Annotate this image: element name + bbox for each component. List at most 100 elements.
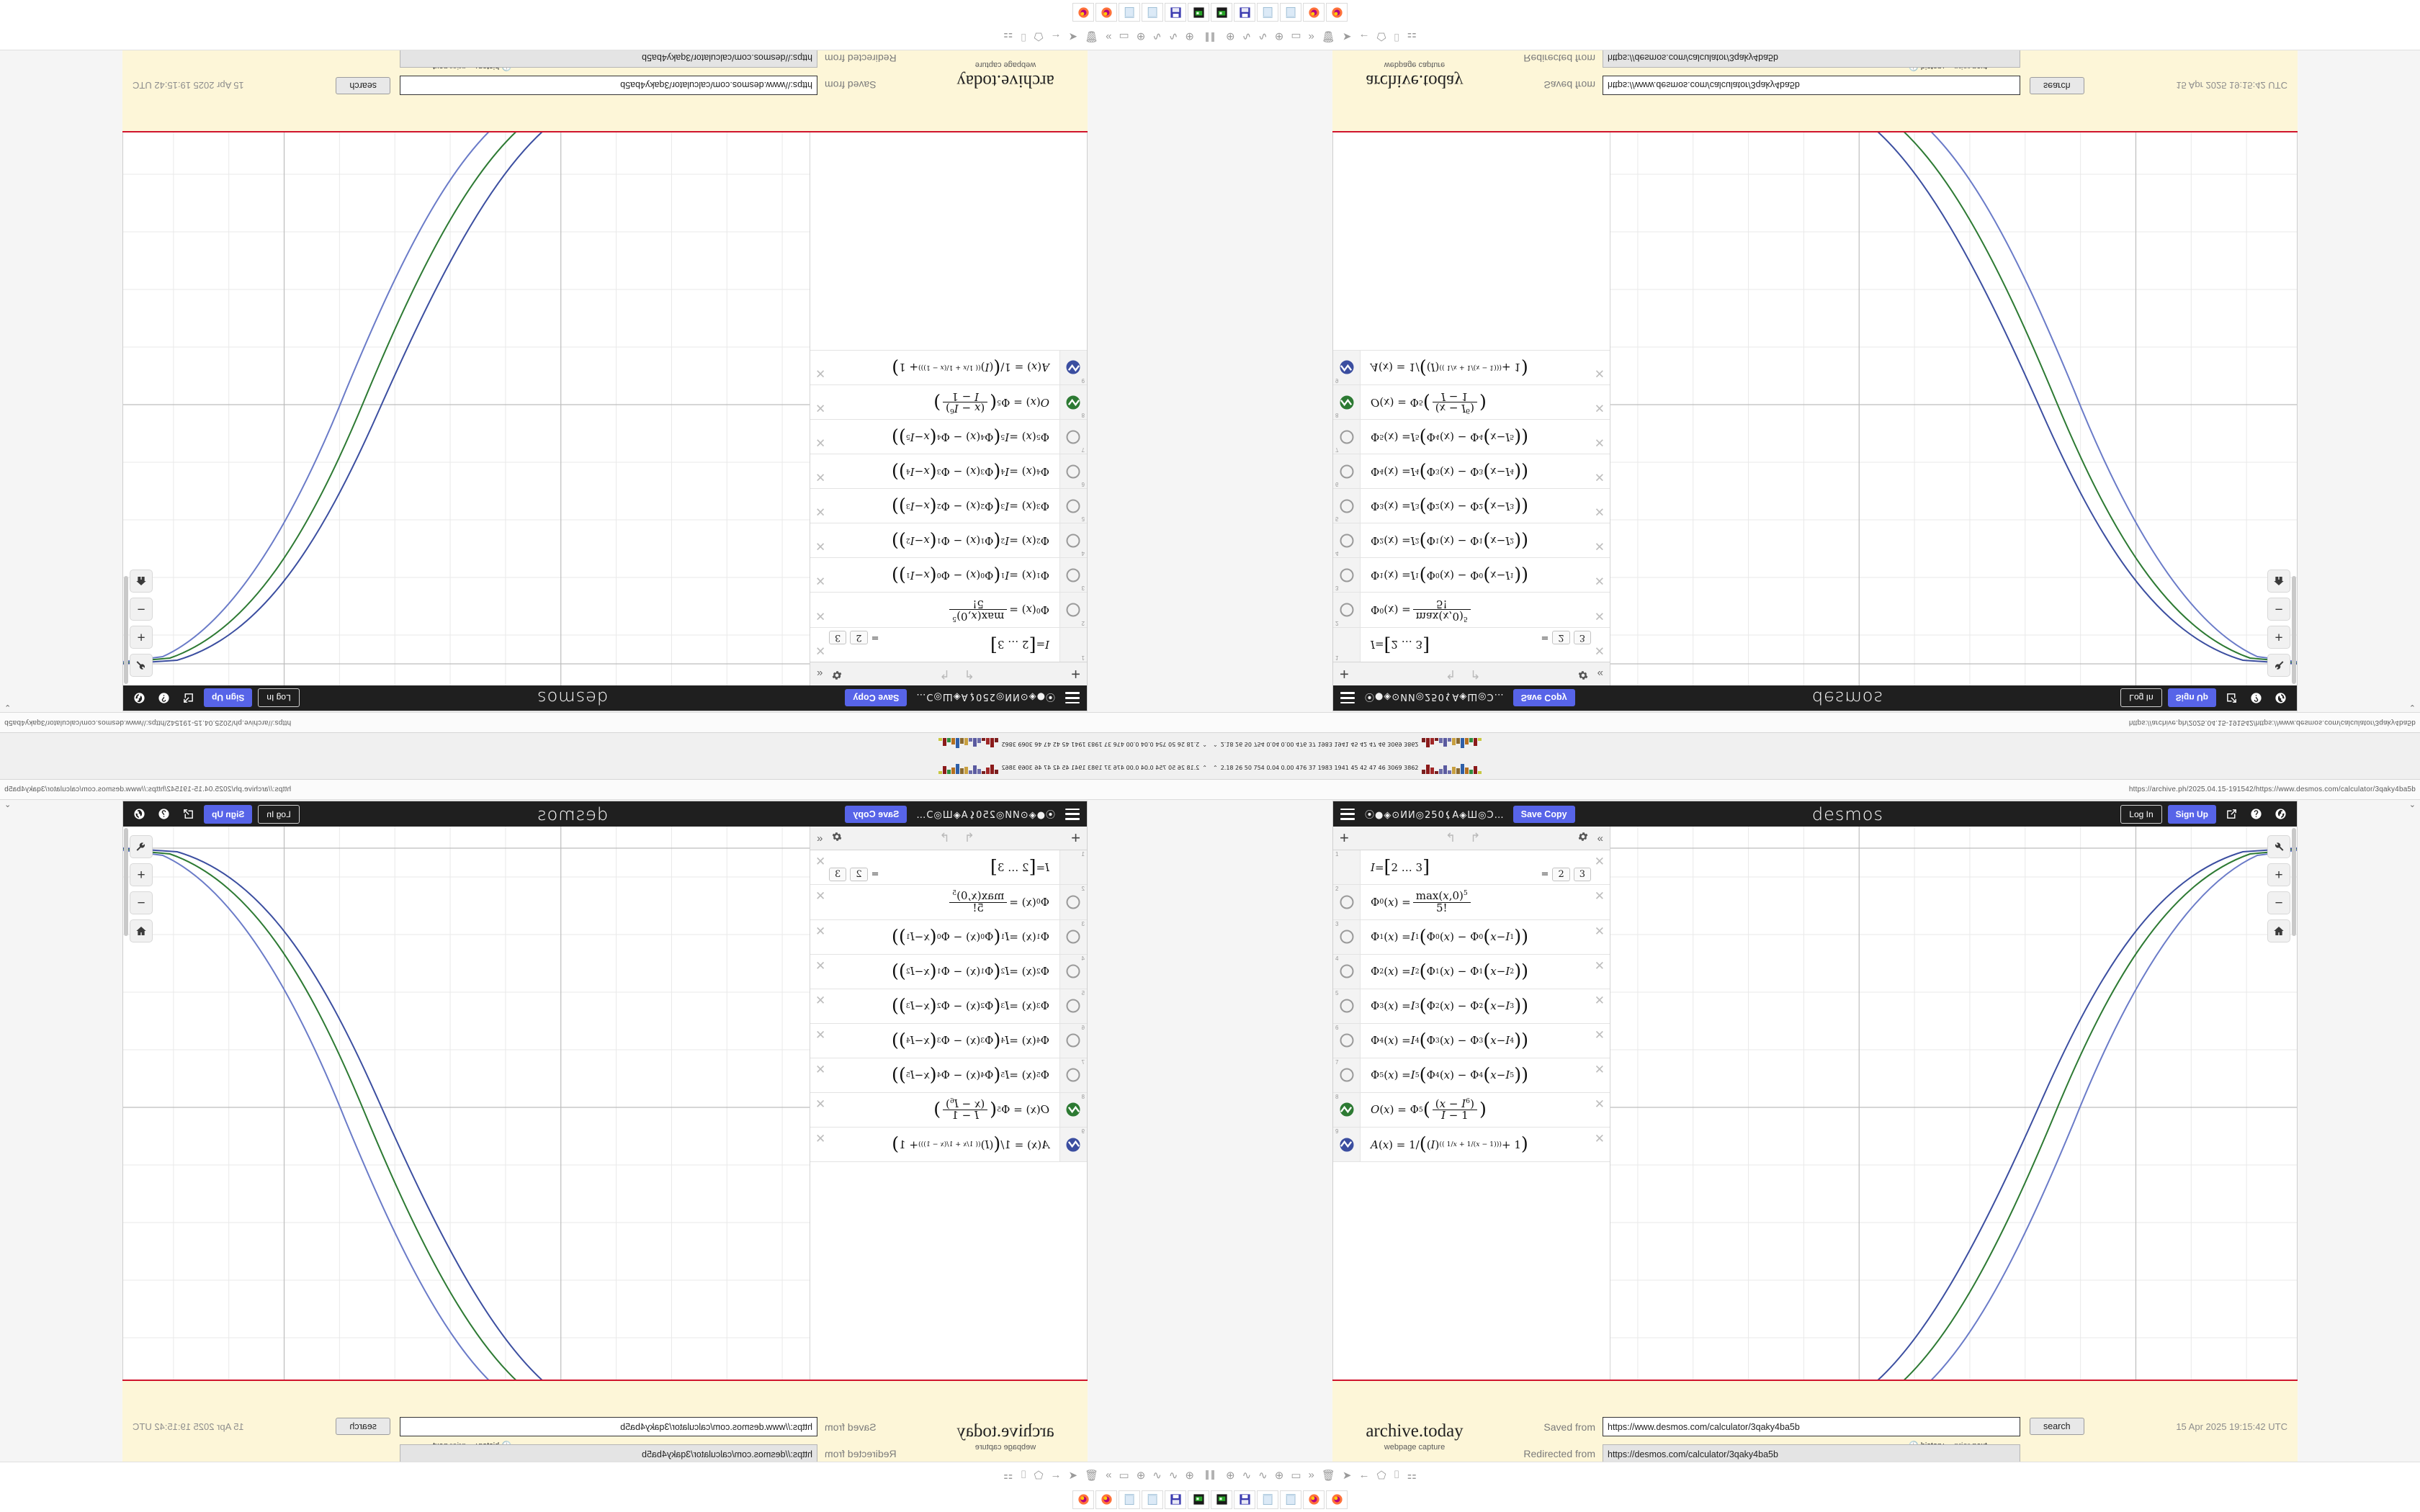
close-icon[interactable]: ✕ — [815, 1027, 826, 1042]
graph-canvas[interactable]: + − 0.20.40.60.81 — [1610, 41, 2297, 685]
help-icon[interactable] — [155, 805, 174, 824]
expression-row[interactable]: 6 Φ 4(x) = I 4(Φ 3(x) − Φ 3(x − I 4)) ✕ — [1333, 454, 1610, 489]
lock-icon[interactable]: ⌷ — [1020, 31, 1027, 43]
trash-icon[interactable]: 🗑 — [1321, 1469, 1335, 1482]
close-icon[interactable]: ✕ — [815, 539, 826, 554]
expression-row[interactable]: 5 Φ 3(x) = I 3(Φ 2(x) − Φ 2(x − I 3)) ✕ — [810, 989, 1087, 1024]
link-icon[interactable]: ∿ — [1242, 30, 1252, 43]
expression-math[interactable]: Φ 0(x) = max(x,0)5 5! — [810, 593, 1059, 628]
expression-toggle-blue[interactable] — [1067, 1138, 1080, 1151]
shuttle-icon[interactable]: ➤ — [1342, 1469, 1352, 1482]
expression-toggle-green[interactable] — [1067, 1102, 1080, 1117]
expression-math[interactable]: Φ 4(x) = I 4(Φ 3(x) − Φ 3(x − I 4)) — [1371, 1029, 1529, 1051]
expression-row[interactable]: 8 O(x) = Φ 5((x − I6) I − 1) ✕ — [810, 1092, 1087, 1128]
collapse-panel-button[interactable]: « — [817, 667, 823, 680]
archive-brand[interactable]: archive.today webpage capture — [933, 60, 1077, 91]
expression-row[interactable]: 3 Φ 1(x) = I 1(Φ 0(x) − Φ 0(x − I 1)) ✕ — [1333, 557, 1610, 593]
close-icon[interactable]: ✕ — [1594, 539, 1605, 554]
expression-toggle-green[interactable] — [1067, 395, 1080, 410]
expression-row[interactable]: 8 O(x) = Φ 5((x − I6) I − 1) ✕ — [810, 384, 1087, 420]
expression-math[interactable]: A(x) = 1/(( I )(( 1/x + 1/(x − 1))) + 1) — [892, 1133, 1049, 1156]
expression-math[interactable]: I = [ 2 … 3 ] — [1371, 856, 1430, 878]
undo-redo-group[interactable]: ↰ ↱ — [1349, 667, 1577, 681]
archive-brand[interactable]: archive.today webpage capture — [1343, 1421, 1487, 1452]
expression-row[interactable]: 7 Φ 5(x) = I 5(Φ 4(x) − Φ 4(x − I 5)) ✕ — [1333, 419, 1610, 454]
firefox-icon[interactable] — [1326, 3, 1348, 22]
search-button[interactable]: search — [336, 77, 390, 94]
floppy-green-icon[interactable] — [1188, 1490, 1209, 1509]
saved-from-input[interactable] — [1603, 76, 2020, 95]
expression-math[interactable]: Φ 5(x) = I 5(Φ 4(x) − Φ 4(x − I 5)) — [1371, 426, 1529, 449]
window-icon[interactable]: ▭ — [1291, 1469, 1301, 1482]
link-icon[interactable]: ∿ — [1258, 1469, 1268, 1482]
arrow-right-icon[interactable]: → — [1050, 31, 1062, 43]
help-icon[interactable] — [155, 689, 174, 708]
close-icon[interactable]: ✕ — [1594, 470, 1605, 485]
expression-math[interactable]: A(x) = 1/(( I )(( 1/x + 1/(x − 1))) + 1) — [1371, 356, 1528, 379]
shield-icon[interactable]: ⬠ — [1034, 1469, 1044, 1482]
expression-math[interactable]: Φ 2(x) = I 2(Φ 1(x) − Φ 1(x − I 2)) — [1371, 530, 1529, 552]
expression-math[interactable]: O(x) = Φ 5((x − I6) I − 1) — [933, 1097, 1049, 1122]
globe-icon[interactable]: ⊕ — [1185, 30, 1194, 43]
close-icon[interactable]: ✕ — [1594, 436, 1605, 450]
expression-math[interactable]: Φ 4(x) = I 4(Φ 3(x) − Φ 3(x − I 4)) — [1371, 461, 1529, 483]
firefox-icon[interactable] — [1326, 1490, 1348, 1509]
expression-row[interactable]: 4 Φ 2(x) = I 2(Φ 1(x) − Φ 1(x − I 2)) ✕ — [1333, 523, 1610, 558]
redo-icon[interactable]: ↱ — [1470, 667, 1481, 681]
expression-row[interactable]: 3 Φ 1(x) = I 1(Φ 0(x) − Φ 0(x − I 1)) ✕ — [810, 557, 1087, 593]
close-icon[interactable]: ✕ — [1594, 889, 1605, 903]
home-icon[interactable] — [2267, 919, 2290, 942]
graph-scrollbar[interactable] — [124, 828, 128, 936]
floppy-icon[interactable] — [1165, 1490, 1186, 1509]
expression-row[interactable]: 5 Φ 3(x) = I 3(Φ 2(x) − Φ 2(x − I 3)) ✕ — [1333, 989, 1610, 1024]
zoom-in-button[interactable]: + — [2267, 626, 2290, 649]
zoom-out-button[interactable]: − — [2267, 598, 2290, 621]
close-icon[interactable]: ✕ — [815, 609, 826, 623]
saved-from-input[interactable] — [400, 76, 817, 95]
firefox-icon[interactable] — [1095, 1490, 1117, 1509]
expression-row[interactable]: 8 O(x) = Φ 5((x − I6) I − 1) ✕ — [1333, 1092, 1610, 1128]
pause-icon[interactable] — [1206, 32, 1214, 42]
trash-icon[interactable]: 🗑 — [1085, 30, 1099, 43]
wrench-icon[interactable] — [2267, 654, 2290, 677]
undo-icon[interactable]: ↰ — [1446, 831, 1456, 845]
expression-toggle[interactable] — [1340, 964, 1353, 978]
expression-toggle[interactable] — [1340, 568, 1353, 582]
close-icon[interactable]: ✕ — [1594, 1062, 1605, 1076]
expression-toggle[interactable] — [1067, 430, 1080, 444]
close-icon[interactable]: ✕ — [815, 574, 826, 588]
close-icon[interactable]: ✕ — [815, 470, 826, 485]
notepad-icon[interactable] — [1142, 3, 1163, 22]
expression-row[interactable]: 7 Φ 5(x) = I 5(Φ 4(x) − Φ 4(x − I 5)) ✕ — [1333, 1058, 1610, 1093]
zoom-in-button[interactable]: + — [130, 863, 153, 886]
graph-scrollbar[interactable] — [2292, 576, 2296, 684]
home-icon[interactable] — [2267, 570, 2290, 593]
graph-canvas[interactable]: + − 0.20.40.60.81 — [123, 41, 810, 685]
save-copy-button[interactable]: Save Copy — [845, 689, 908, 707]
login-button[interactable]: Log In — [258, 804, 300, 824]
firefox-icon[interactable] — [1303, 1490, 1325, 1509]
login-button[interactable]: Log In — [2120, 688, 2162, 708]
undo-icon[interactable]: ↰ — [1446, 667, 1456, 681]
redo-icon[interactable]: ↱ — [1470, 831, 1481, 845]
taskbar-app-row[interactable] — [1072, 1488, 1348, 1512]
expression-row[interactable]: 8 O(x) = Φ 5((x − I6) I − 1) ✕ — [1333, 384, 1610, 420]
shield-icon[interactable]: ⬠ — [1376, 1469, 1386, 1482]
add-expression-button[interactable]: + — [1340, 829, 1349, 847]
notepad-icon[interactable] — [1142, 1490, 1163, 1509]
expression-row[interactable]: 9 A(x) = 1/(( I )(( 1/x + 1/(x − 1))) + 1… — [810, 1128, 1087, 1162]
floppy-icon[interactable] — [1234, 1490, 1255, 1509]
expression-math[interactable]: Φ 0(x) = max(x,0)5 5! — [1361, 593, 1610, 628]
floppy-green-icon[interactable] — [1188, 3, 1209, 22]
expression-row[interactable]: 3 Φ 1(x) = I 1(Φ 0(x) − Φ 0(x − I 1)) ✕ — [810, 919, 1087, 955]
expression-toggle-green[interactable] — [1340, 395, 1353, 410]
firefox-icon[interactable] — [1303, 3, 1325, 22]
expression-math[interactable]: Φ 5(x) = I 5(Φ 4(x) − Φ 4(x − I 5)) — [1371, 1063, 1529, 1086]
expression-toggle-blue[interactable] — [1340, 361, 1353, 374]
expression-toggle-green[interactable] — [1340, 1102, 1353, 1117]
close-icon[interactable]: ✕ — [815, 993, 826, 1007]
chevron-up-icon[interactable]: ⌄ — [4, 703, 12, 711]
notepad-icon[interactable] — [1280, 3, 1301, 22]
zoom-out-button[interactable]: − — [130, 891, 153, 914]
